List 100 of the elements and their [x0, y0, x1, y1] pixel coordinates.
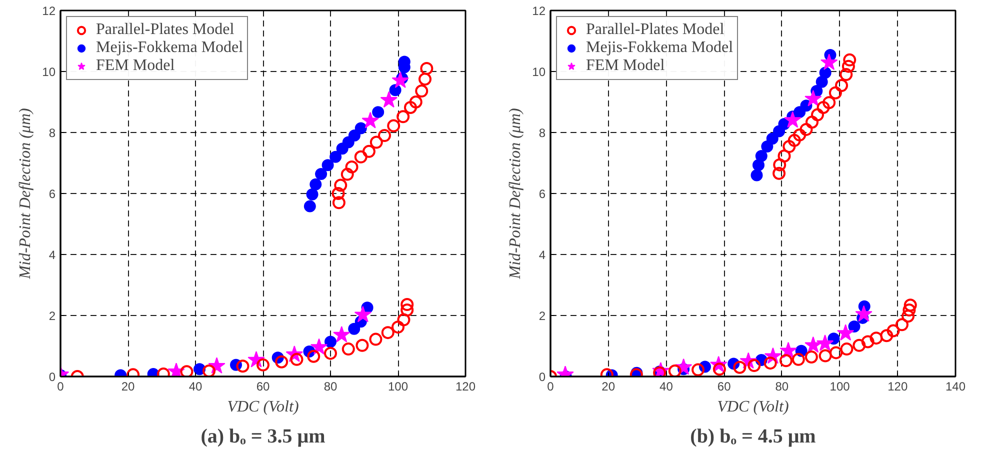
- point: [392, 320, 404, 334]
- text: (b) bₒ = 4.5 μm: [690, 426, 816, 448]
- point: [397, 313, 410, 326]
- point: [750, 169, 763, 182]
- point: [822, 96, 836, 110]
- legend-label: Mejis-Fokkema Model: [586, 39, 734, 57]
- point: [354, 150, 368, 164]
- point: [816, 76, 828, 88]
- legend-label: FEM Model: [96, 57, 175, 75]
- x-tick-label: 60: [717, 380, 732, 394]
- text: (a) bₒ = 3.5 μm: [200, 426, 326, 448]
- point: [820, 54, 838, 70]
- point: [772, 166, 786, 180]
- point: [764, 356, 777, 370]
- point: [370, 136, 383, 149]
- y-tick-label: 8: [538, 126, 546, 140]
- point: [761, 140, 774, 153]
- point: [180, 365, 194, 376]
- point: [409, 96, 422, 108]
- y-tick-label: 2: [538, 309, 546, 323]
- point: [345, 160, 358, 174]
- point: [306, 188, 318, 200]
- point: [380, 91, 398, 108]
- point: [816, 334, 834, 351]
- point: [904, 298, 917, 312]
- point: [793, 128, 806, 142]
- x-tick-label: 0: [57, 380, 64, 394]
- point: [840, 68, 853, 82]
- point: [886, 324, 900, 338]
- point: [852, 338, 866, 352]
- y-tick-label: 4: [48, 248, 56, 262]
- y-axis-title: Mid-Point Deflection (μm): [507, 108, 524, 280]
- point: [804, 350, 818, 364]
- x-axis-title: VDC (Volt): [227, 398, 299, 416]
- x-tick-label: 40: [188, 380, 202, 394]
- point: [400, 304, 414, 316]
- y-tick-label: 4: [538, 248, 546, 262]
- point: [870, 332, 883, 345]
- point: [843, 53, 856, 66]
- point: [378, 129, 391, 142]
- point: [733, 360, 746, 374]
- legend-label: Parallel-Plates Model: [586, 21, 724, 39]
- legend-label: FEM Model: [586, 57, 665, 75]
- point: [340, 168, 354, 181]
- point: [779, 354, 792, 368]
- point: [835, 79, 848, 92]
- point: [354, 122, 367, 134]
- point: [322, 159, 334, 172]
- point: [782, 140, 796, 154]
- point: [755, 150, 768, 162]
- point: [830, 346, 843, 360]
- point: [387, 119, 400, 132]
- x-tick-label: 80: [324, 380, 338, 394]
- point: [310, 338, 328, 355]
- x-tick-label: 20: [121, 380, 135, 394]
- point: [692, 363, 705, 376]
- y-tick-label: 12: [42, 4, 56, 18]
- point: [324, 336, 336, 348]
- point: [236, 360, 250, 373]
- y-tick-label: 12: [532, 4, 546, 18]
- point: [392, 72, 409, 88]
- point: [310, 178, 322, 190]
- point: [800, 122, 813, 136]
- point: [418, 72, 432, 86]
- point: [800, 100, 812, 112]
- x-tick-label: 60: [256, 380, 270, 394]
- point: [784, 111, 802, 128]
- point: [895, 318, 908, 332]
- point: [804, 90, 822, 106]
- point: [816, 101, 830, 114]
- point: [348, 322, 360, 335]
- point: [880, 329, 894, 342]
- point: [372, 106, 384, 118]
- point: [818, 349, 832, 362]
- point: [842, 60, 855, 73]
- point: [354, 306, 372, 322]
- point: [315, 168, 328, 180]
- point: [356, 338, 369, 352]
- point: [333, 326, 350, 342]
- point: [330, 150, 342, 163]
- point: [902, 310, 915, 323]
- point: [304, 200, 316, 212]
- x-axis-title: VDC (Volt): [717, 398, 789, 416]
- point: [348, 130, 360, 142]
- y-tick-label: 10: [42, 65, 56, 79]
- y-axis-title: Mid-Point Deflection (μm): [17, 108, 34, 280]
- point: [362, 112, 379, 128]
- point: [752, 159, 764, 172]
- point: [811, 108, 824, 122]
- point: [806, 116, 819, 129]
- point: [334, 178, 348, 192]
- x-tick-label: 120: [888, 380, 908, 394]
- point: [381, 326, 394, 340]
- y-tick-label: 6: [538, 187, 546, 201]
- point: [778, 149, 791, 162]
- legend-label: Parallel-Plates Model: [96, 21, 234, 39]
- point: [324, 346, 337, 360]
- y-tick-label: 6: [48, 187, 56, 201]
- point: [855, 305, 872, 322]
- point: [902, 304, 916, 316]
